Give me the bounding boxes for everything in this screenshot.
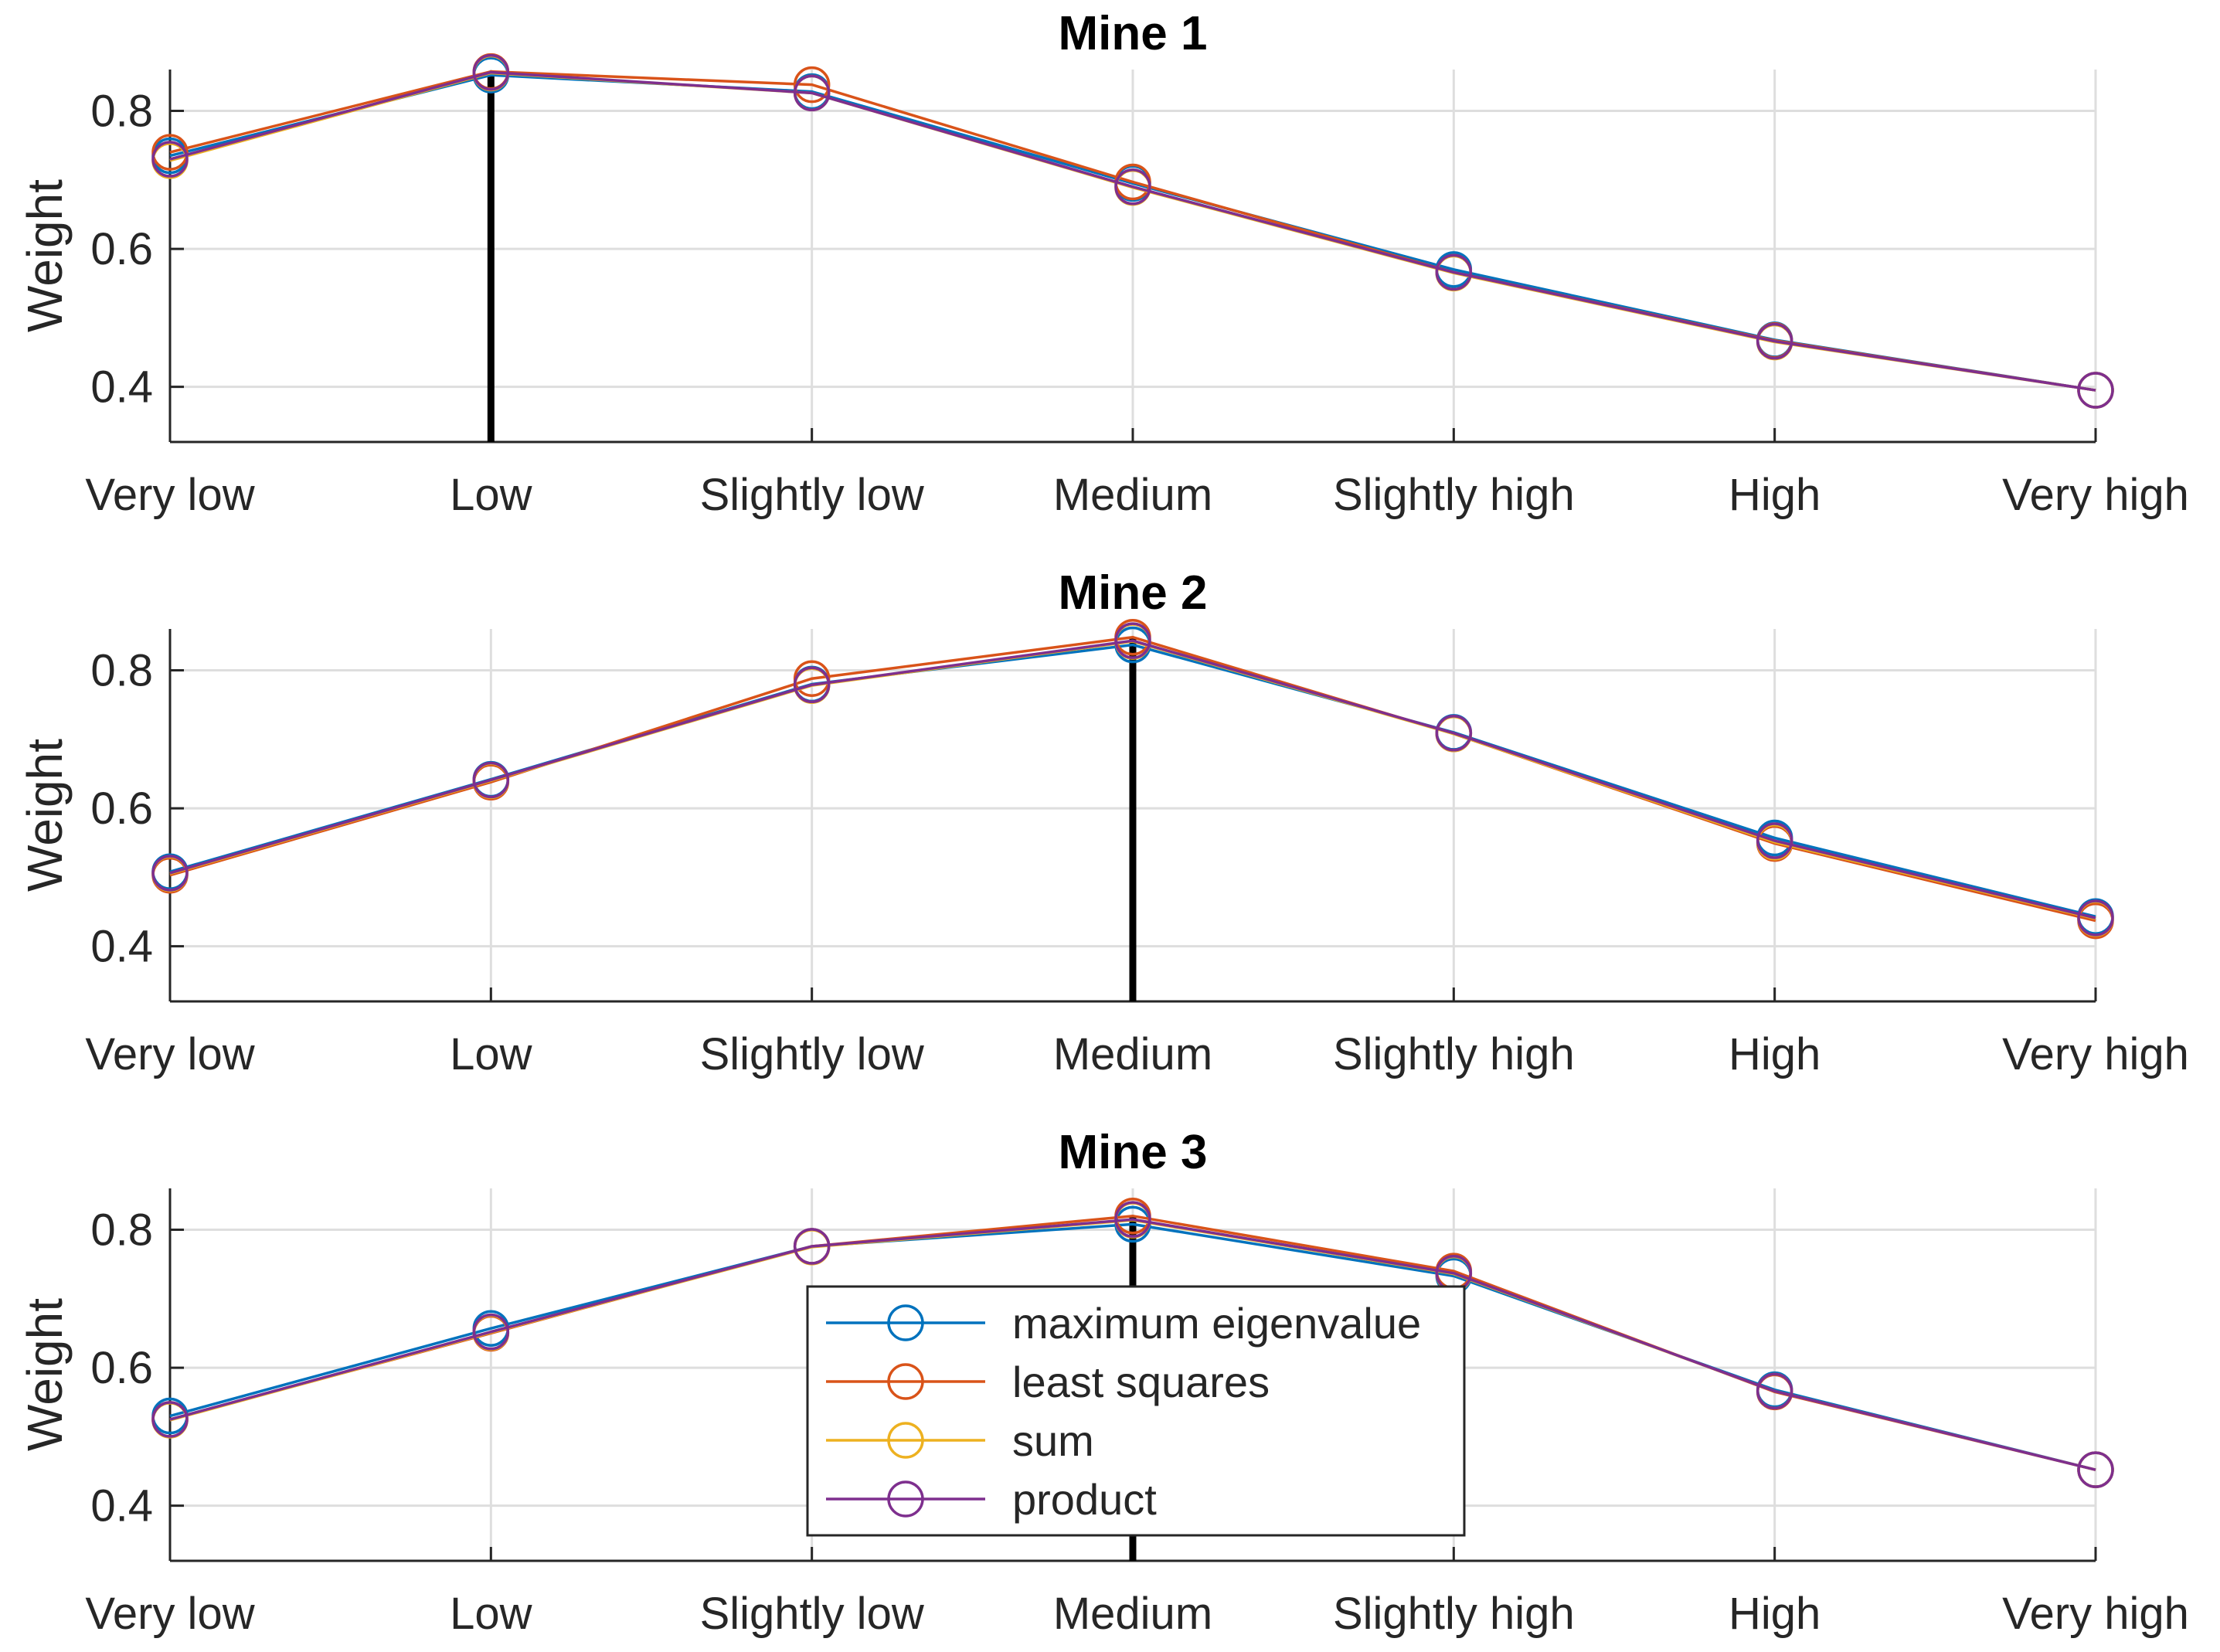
data-point [1756,322,1793,360]
x-tick-label: Slightly low [700,1589,925,1639]
data-point [1114,168,1151,206]
x-tick-label: Low [450,1589,533,1639]
x-tick-label: High [1729,1029,1821,1079]
data-point [793,66,831,104]
series-product [151,53,2114,409]
x-tick-label: Very high [2002,470,2189,520]
chart-title: Mine 3 [1059,1126,1208,1179]
data-point [1114,622,1151,659]
series-line [169,1218,2096,1471]
data-point [472,1313,510,1351]
series-product [151,622,2114,936]
x-tick-label: Slightly high [1333,470,1575,520]
legend-entry-sum: sum [826,1416,1094,1465]
x-tick-label: High [1729,1589,1821,1639]
data-point [1435,253,1473,291]
data-point [793,666,831,704]
legend-swatch-marker [887,1363,924,1400]
data-point [151,141,189,178]
y-tick-label: 0.4 [90,922,153,972]
y-tick-label: 0.8 [90,1205,153,1256]
chart-title: Mine 1 [1059,7,1208,60]
y-tick-label: 0.4 [90,362,153,413]
legend-swatch-marker [887,1304,924,1341]
data-point [472,761,510,799]
data-point [2077,899,2114,936]
legend-entry-product: product [826,1475,1157,1524]
legend-box [806,1285,1466,1537]
subplot-mine-1: Very low Low Slightly low Medium Slightly hi… [17,7,2189,520]
x-tick-label: High [1729,470,1821,520]
y-tick-label: 0.8 [90,646,153,696]
legend-swatch-marker [887,1422,924,1459]
legend-entry-least-squares: least squares [826,1358,1270,1406]
data-point [1435,715,1473,752]
data-point [2077,1451,2114,1488]
x-tick-label: Slightly high [1333,1029,1575,1079]
data-point [151,855,189,892]
subplot-mine-2: Very low Low Slightly low Medium Slightly hi… [17,566,2189,1079]
y-tick-label: 0.8 [90,87,153,137]
x-tick-label: Medium [1053,1029,1212,1079]
series-line [169,639,2096,919]
data-point [793,74,831,112]
data-point [2077,372,2114,409]
x-tick-label: Low [450,470,533,520]
legend-swatch-marker [887,1480,924,1518]
x-tick-label: Low [450,1029,533,1079]
x-tick-label: Medium [1053,1589,1212,1639]
data-point [151,1401,189,1438]
y-axis-label: Weight [17,179,73,332]
x-tick-label: Very low [85,1589,255,1639]
series-line [169,70,2096,392]
data-point [1756,1372,1793,1410]
x-tick-label: Slightly high [1333,1589,1575,1639]
y-axis-label: Weight [17,739,73,892]
x-tick-label: Slightly low [700,1029,925,1079]
legend-label: sum [1012,1416,1094,1465]
x-tick-label: Slightly low [700,470,925,520]
x-tick-label: Very low [85,1029,255,1079]
data-point [472,53,510,91]
data-point [1114,1201,1151,1238]
data-point [793,1228,831,1265]
legend-label: product [1012,1475,1157,1524]
y-tick-label: 0.6 [90,784,153,834]
legend-label: least squares [1012,1358,1270,1406]
y-tick-label: 0.4 [90,1481,153,1531]
x-tick-label: Very low [85,470,255,520]
series-product [151,1201,2114,1488]
y-axis-label: Weight [17,1298,73,1451]
y-tick-label: 0.6 [90,224,153,274]
legend: maximum eigenvalue least squares sum produc… [806,1285,1466,1537]
y-tick-label: 0.6 [90,1343,153,1393]
legend-label: maximum eigenvalue [1012,1299,1421,1348]
x-tick-label: Medium [1053,470,1212,520]
x-tick-label: Very high [2002,1029,2189,1079]
x-tick-label: Very high [2002,1589,2189,1639]
data-point [1756,822,1793,859]
chart-title: Mine 2 [1059,566,1208,620]
legend-entry-maximum-eigenvalue: maximum eigenvalue [826,1299,1421,1348]
